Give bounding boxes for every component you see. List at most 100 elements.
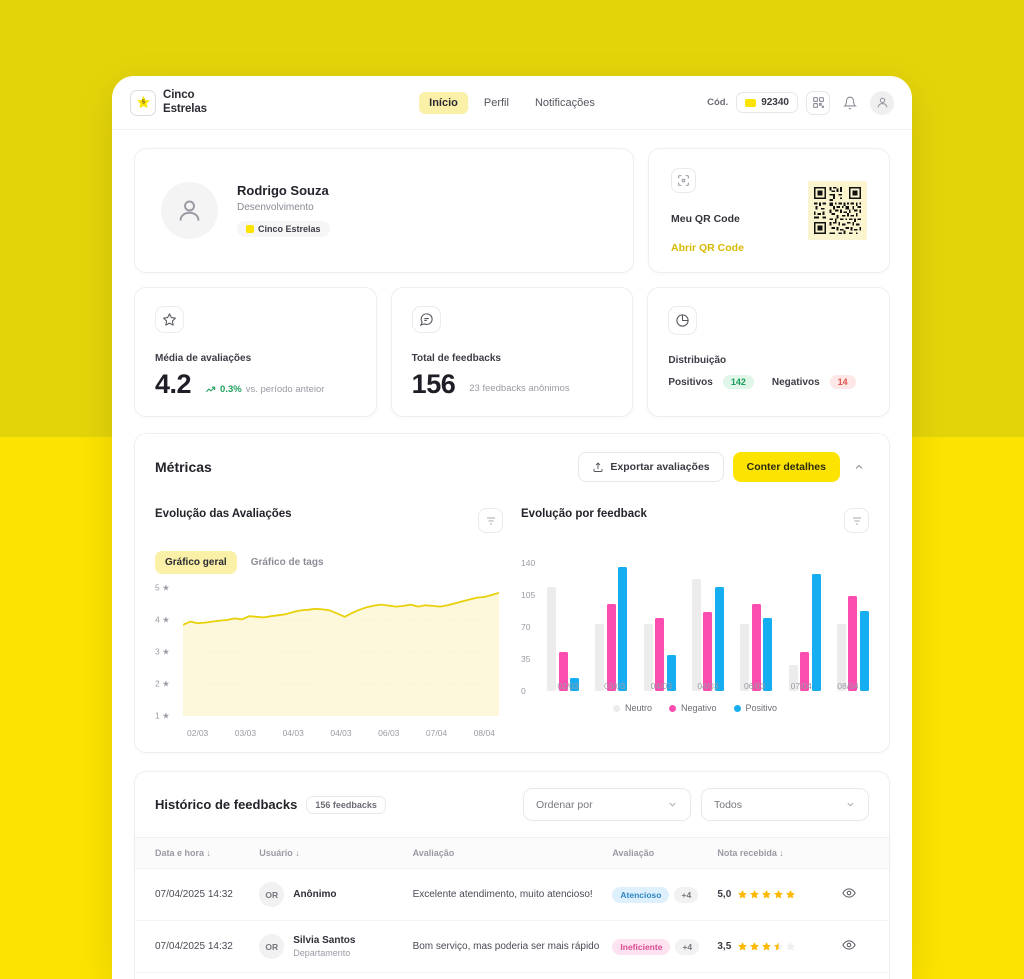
upload-icon bbox=[593, 462, 603, 472]
legend-item-neutro[interactable]: Neutro bbox=[612, 703, 652, 713]
metrics-title: Métricas bbox=[155, 459, 212, 475]
logo-line1: Cinco bbox=[163, 89, 195, 102]
distribution-negative-value: 14 bbox=[829, 375, 856, 389]
tag-more-badge[interactable]: +4 bbox=[674, 886, 699, 903]
column-header[interactable]: Nota recebida ↓ bbox=[717, 837, 843, 869]
line-chart-box: Evolução das Avaliações Gráfico geral Gr… bbox=[155, 508, 503, 738]
legend-item-negativo[interactable]: Negativo bbox=[668, 703, 717, 713]
notifications-bell-button[interactable] bbox=[838, 91, 862, 115]
stat-label-distribution: Distribuição bbox=[668, 355, 727, 366]
line-chart-x-axis: 02/03 03/03 04/03 04/03 06/03 07/04 08/04 bbox=[183, 728, 499, 738]
qr-code-image bbox=[808, 181, 867, 240]
profile-card: Rodrigo Souza Desenvolvimento Cinco Estr… bbox=[134, 148, 634, 273]
line-x-tick: 04/03 bbox=[330, 728, 352, 738]
score-value: 3,5 bbox=[717, 941, 732, 952]
line-chart-plot-area: 1 ★ 2 ★ 3 ★ 4 ★ 5 ★ 02/03 03/03 04/03 04/03 06/0… bbox=[155, 583, 503, 738]
profile-company: Cinco Estrelas bbox=[258, 224, 321, 234]
export-label: Exportar avaliações bbox=[610, 461, 710, 473]
logo-line2: Estrelas bbox=[163, 102, 207, 115]
chevron-up-icon[interactable] bbox=[849, 457, 869, 477]
metrics-actions: Exportar avaliações Conter detalhes bbox=[578, 452, 869, 482]
line-x-tick: 04/03 bbox=[282, 728, 304, 738]
stat-card-total: Total de feedbacks 156 23 feedbacks anôn… bbox=[390, 287, 634, 417]
header-actions: Cód. 92340 bbox=[707, 90, 894, 115]
table-row[interactable]: 07/04/2025 14:32 OR Silvia Santos Departame… bbox=[135, 920, 889, 973]
qr-card-left: Meu QR Code Abrir QR Code bbox=[671, 167, 744, 254]
legend-label: Positivo bbox=[745, 703, 778, 713]
legend-item-positivo[interactable]: Positivo bbox=[733, 703, 778, 713]
cell-score: 5,0 bbox=[717, 868, 843, 921]
star-icon bbox=[750, 890, 760, 899]
line-x-tick: 08/04 bbox=[473, 728, 495, 738]
logo-star-icon: 5 bbox=[130, 89, 156, 116]
line-chart-title: Evolução das Avaliações bbox=[155, 508, 292, 520]
tab-grafico-geral[interactable]: Gráfico geral bbox=[155, 551, 237, 574]
star-icon bbox=[762, 890, 772, 899]
qr-card: Meu QR Code Abrir QR Code bbox=[648, 148, 890, 273]
cell-user: OR Silvia Santos Departamento bbox=[259, 920, 413, 973]
bar-positivo bbox=[714, 586, 724, 691]
star-icon bbox=[750, 942, 760, 951]
bar-group bbox=[547, 563, 579, 691]
bar-neutro bbox=[788, 665, 798, 691]
nav-item-notificacoes[interactable]: Notificações bbox=[534, 96, 595, 109]
table-row[interactable]: 07/04/2025 14:32 OR Anônimo Excelente atend… bbox=[135, 868, 889, 921]
bar-chart-header: Evolução por feedback bbox=[521, 508, 869, 533]
bar-x-tick: 02/03 bbox=[557, 681, 579, 691]
scan-icon[interactable] bbox=[671, 167, 696, 193]
column-header: Avaliação bbox=[412, 837, 613, 869]
line-chart-filter-icon[interactable] bbox=[478, 508, 503, 533]
cell-datetime: 07/04/2025 14:32 bbox=[135, 972, 260, 979]
bar-x-tick: 06/03 bbox=[743, 681, 766, 691]
view-eye-icon[interactable] bbox=[842, 888, 857, 903]
nav-item-inicio[interactable]: Início bbox=[419, 91, 468, 114]
header-avatar[interactable] bbox=[870, 90, 894, 115]
star-rating bbox=[737, 941, 796, 952]
cell-tag: Educado+4 bbox=[612, 972, 718, 979]
open-qr-link[interactable]: Abrir QR Code bbox=[671, 241, 744, 254]
export-button[interactable]: Exportar avaliações bbox=[578, 452, 724, 482]
history-table: Data e hora ↓ Usuário ↓ Avaliação Avaliação… bbox=[135, 837, 889, 979]
bar-negativo bbox=[703, 611, 713, 691]
bar-negativo bbox=[606, 604, 616, 691]
sort-select[interactable]: Ordenar por bbox=[523, 788, 691, 821]
column-header[interactable]: Usuário ↓ bbox=[259, 837, 413, 869]
cell-actions bbox=[842, 868, 889, 921]
cell-actions bbox=[842, 972, 889, 979]
history-table-body: 07/04/2025 14:32 OR Anônimo Excelente atend… bbox=[135, 868, 889, 979]
distribution-values: Positivos 142 Negativos 14 bbox=[668, 375, 869, 389]
stat-value-total: 156 bbox=[411, 369, 456, 399]
comment-icon bbox=[411, 306, 441, 333]
qr-scan-button[interactable] bbox=[806, 90, 830, 115]
app-header: 5 Cinco Estrelas Início Perfil Notificaç… bbox=[112, 76, 912, 130]
bar-chart-filter-icon[interactable] bbox=[844, 508, 869, 533]
details-button[interactable]: Conter detalhes bbox=[732, 452, 840, 482]
bar-neutro bbox=[547, 586, 556, 691]
bar-positivo bbox=[811, 574, 821, 691]
logo[interactable]: 5 Cinco Estrelas bbox=[130, 89, 207, 116]
history-title: Histórico de feedbacks bbox=[155, 797, 298, 812]
legend-dot bbox=[668, 704, 676, 712]
table-row[interactable]: 07/04/2025 14:32ORRogério de OliveiraDep… bbox=[135, 972, 889, 979]
nav-item-perfil[interactable]: Perfil bbox=[483, 96, 509, 109]
star-rating bbox=[737, 889, 796, 900]
sort-arrow-icon: ↓ bbox=[295, 848, 300, 858]
trend-up-icon bbox=[206, 386, 216, 393]
bar-neutro bbox=[836, 624, 846, 691]
line-x-tick: 02/03 bbox=[187, 728, 209, 738]
line-chart-canvas bbox=[183, 588, 499, 716]
column-header[interactable]: Data e hora ↓ bbox=[135, 837, 260, 869]
code-chip[interactable]: 92340 bbox=[736, 92, 798, 113]
stat-body-total: 156 23 feedbacks anônimos bbox=[412, 371, 613, 398]
bar-x-tick: 07/04 bbox=[790, 681, 812, 691]
tag-more-badge[interactable]: +4 bbox=[675, 938, 700, 955]
metrics-card: Métricas Exportar avaliações Conter deta… bbox=[134, 433, 890, 753]
line-y-tick: 5 ★ bbox=[155, 582, 170, 593]
tab-grafico-tags[interactable]: Gráfico de tags bbox=[250, 557, 324, 568]
filter-select[interactable]: Todos bbox=[701, 788, 869, 821]
distribution-negative-label: Negativos bbox=[771, 376, 820, 388]
sort-arrow-icon: ↓ bbox=[779, 848, 784, 858]
line-y-tick: 1 ★ bbox=[155, 710, 170, 721]
view-eye-icon[interactable] bbox=[842, 940, 857, 955]
bar-chart-legend: Neutro Negativo Positivo bbox=[521, 703, 869, 713]
